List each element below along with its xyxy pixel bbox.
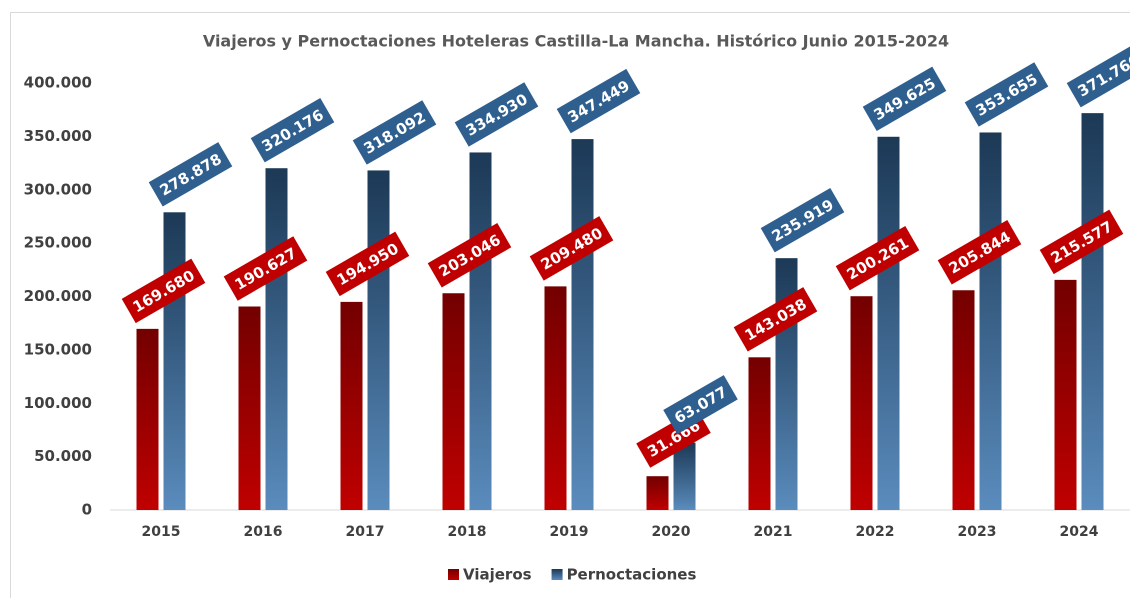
data-label: 334.930	[454, 82, 539, 147]
bar	[850, 296, 873, 510]
bar	[136, 328, 159, 510]
y-tick-label: 150.000	[24, 340, 92, 358]
data-label: 235.919	[760, 187, 845, 253]
bar	[979, 132, 1002, 511]
data-label-box	[835, 226, 920, 291]
data-label-box	[733, 287, 818, 352]
legend-swatch	[448, 569, 459, 580]
bar	[673, 442, 696, 510]
data-label-box	[427, 223, 512, 288]
x-tick-label: 2021	[754, 524, 793, 540]
data-label-box	[663, 375, 738, 435]
y-tick-label: 350.000	[24, 127, 92, 145]
data-label-box	[352, 100, 437, 165]
bar	[571, 139, 594, 510]
data-label-box	[121, 258, 206, 324]
y-tick-label: 0	[82, 501, 92, 519]
data-label-box	[556, 68, 641, 134]
y-tick-label: 300.000	[24, 180, 92, 198]
bar	[544, 286, 567, 510]
chart-border	[10, 12, 1130, 598]
x-tick-label: 2017	[346, 524, 385, 540]
data-label-box	[760, 187, 845, 253]
x-tick-label: 2018	[448, 524, 487, 540]
bar	[748, 357, 771, 510]
legend-label: Viajeros	[463, 566, 532, 584]
legend-label: Pernoctaciones	[567, 566, 697, 584]
data-label: 318.092	[352, 100, 437, 165]
bar	[469, 152, 492, 510]
data-label-box	[325, 231, 410, 297]
x-tick-label: 2015	[142, 524, 181, 540]
data-label-box	[223, 236, 308, 301]
bar	[952, 290, 975, 510]
x-tick-label: 2023	[958, 524, 997, 540]
x-tick-label: 2020	[652, 524, 691, 540]
data-label-box	[454, 82, 539, 147]
data-label-box	[937, 220, 1022, 285]
y-tick-label: 50.000	[34, 447, 92, 465]
bar	[1081, 113, 1104, 510]
data-label-box	[862, 66, 947, 131]
x-tick-label: 2019	[550, 524, 589, 540]
bar	[238, 306, 261, 510]
data-label: 320.176	[250, 98, 335, 163]
chart-title: Viajeros y Pernoctaciones Hoteleras Cast…	[203, 32, 949, 51]
bar	[265, 168, 288, 511]
bar	[877, 136, 900, 510]
data-label-box	[148, 142, 233, 207]
x-tick-label: 2016	[244, 524, 283, 540]
y-tick-label: 400.000	[24, 74, 92, 92]
y-tick-label: 100.000	[24, 394, 92, 412]
data-label-box	[1066, 42, 1130, 108]
bar	[163, 212, 186, 510]
x-tick-label: 2024	[1060, 524, 1099, 540]
data-label-box	[529, 216, 614, 281]
data-label: 371.766	[1066, 42, 1130, 108]
data-label-box	[1039, 209, 1124, 275]
x-tick-label: 2022	[856, 524, 895, 540]
bar	[646, 476, 669, 510]
bar	[1054, 279, 1077, 510]
bar	[442, 293, 465, 510]
y-tick-label: 250.000	[24, 234, 92, 252]
data-label-box	[250, 98, 335, 163]
data-label: 347.449	[556, 68, 641, 134]
data-label: 349.625	[862, 66, 947, 131]
bar	[367, 170, 390, 511]
legend-swatch	[551, 569, 563, 580]
data-label: 278.878	[148, 142, 233, 207]
bar	[340, 301, 363, 510]
data-label-box	[964, 62, 1049, 127]
data-label: 353.655	[964, 62, 1049, 127]
y-tick-label: 200.000	[24, 287, 92, 305]
